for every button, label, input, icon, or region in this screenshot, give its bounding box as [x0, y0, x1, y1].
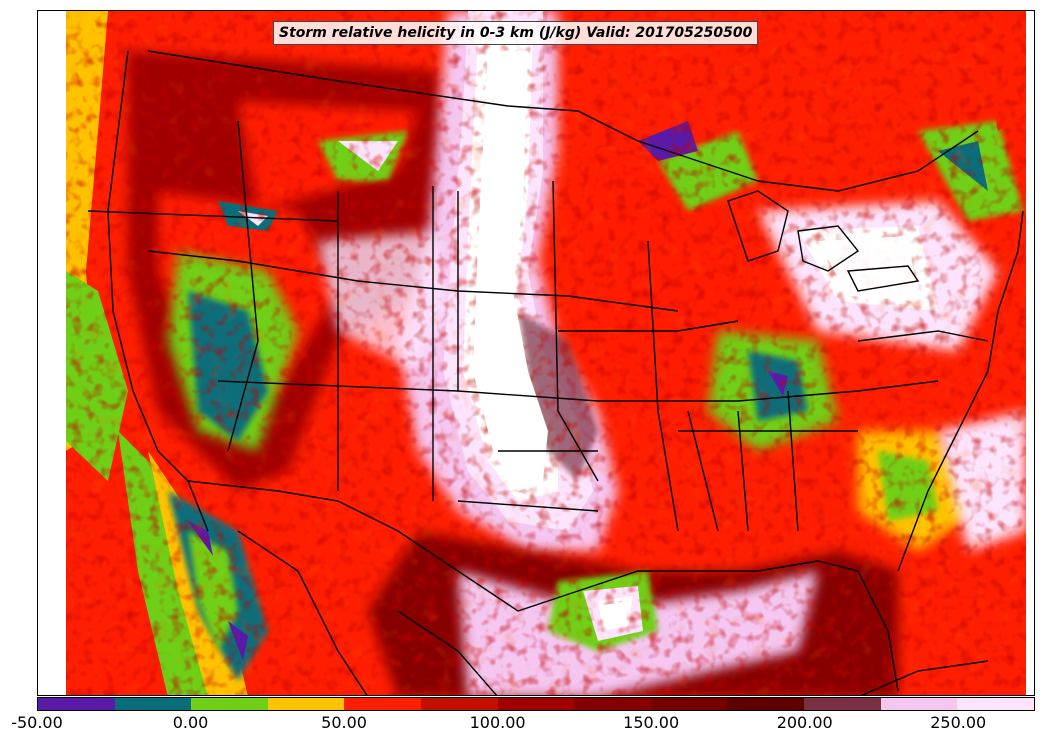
colorbar-tick-label: 100.00 — [469, 713, 526, 732]
colorbar-tick-label: 250.00 — [930, 713, 987, 732]
map-title: Storm relative helicity in 0-3 km (J/kg)… — [273, 21, 759, 45]
colorbar-segment — [804, 698, 881, 710]
colorbar-segment — [727, 698, 805, 710]
colorbar-segment — [191, 698, 268, 710]
map-panel — [37, 10, 1035, 696]
colorbar-segment — [574, 698, 651, 710]
colorbar-segment — [421, 698, 498, 710]
colorbar-tick-label: -50.00 — [11, 713, 63, 732]
colorbar-tick-label: 200.00 — [776, 713, 833, 732]
colorbar-segment — [344, 698, 422, 710]
helicity-field-map — [38, 11, 1034, 695]
colorbar-tick-label: 50.00 — [321, 713, 367, 732]
shaded-field — [66, 11, 1026, 695]
colorbar-segment — [267, 698, 345, 710]
boundary-lines — [87, 50, 1024, 695]
colorbar-tick-label: 0.00 — [172, 713, 209, 732]
colorbar-segment — [880, 698, 958, 710]
colorbar-tick-labels: -50.00 0.00 50.00 100.00 150.00 200.00 250.00 — [0, 713, 1044, 737]
colorbar-tick-label: 150.00 — [623, 713, 680, 732]
colorbar-segment — [114, 698, 192, 710]
colorbar-segment — [957, 698, 1034, 710]
colorbar — [37, 697, 1035, 711]
colorbar-segment — [497, 698, 575, 710]
colorbar-segment — [650, 698, 728, 710]
colorbar-segment — [38, 698, 115, 710]
